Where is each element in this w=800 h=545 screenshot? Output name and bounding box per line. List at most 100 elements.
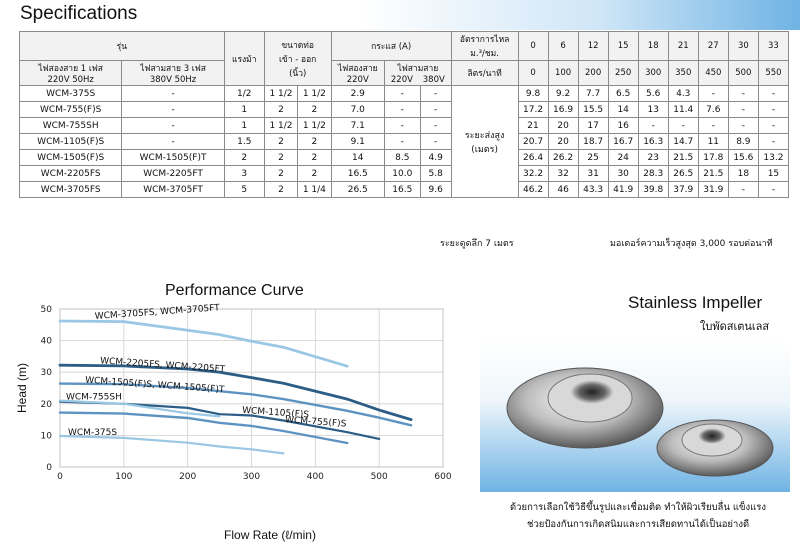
hp-cell: 1	[223, 101, 265, 118]
head-value-cell: 14	[607, 101, 639, 118]
head-value-cell: 6.5	[607, 85, 639, 102]
flow-lpm-cell: 250	[607, 60, 639, 86]
flow-lpm-cell: 450	[697, 60, 729, 86]
current-3wire-380-cell: -	[419, 117, 452, 134]
head-value-cell: 24	[607, 149, 639, 166]
model-single-phase-cell: WCM-755SH	[18, 117, 123, 134]
current-3wire-220-cell: -	[383, 101, 421, 118]
model-three-phase-cell: WCM-2205FT	[121, 165, 225, 182]
head-value-cell: 18.7	[577, 133, 609, 150]
head-value-cell: 9.2	[547, 85, 579, 102]
spec-row: WCM-3705FS WCM-3705FT 5 2 1 1/4 26.5 16.5 9.6 46…	[18, 181, 790, 198]
pipe-out-cell: 2	[297, 165, 332, 182]
current-3wire-220-cell: -	[383, 85, 421, 102]
flow-m3h-cell: 0	[517, 31, 549, 61]
series-line	[58, 434, 285, 455]
header-pipe-size-line2: เข้า - ออก	[279, 54, 317, 65]
current-2wire-cell: 7.0	[330, 101, 385, 118]
model-three-phase-cell: -	[121, 133, 225, 150]
pipe-out-cell: 2	[297, 101, 332, 118]
current-2wire-cell: 26.5	[330, 181, 385, 198]
header-lpm: ลิตร/นาที	[450, 60, 519, 86]
head-value-cell: -	[757, 85, 790, 102]
header-pipe-size: ขนาดท่อ เข้า - ออก (นิ้ว)	[263, 31, 332, 86]
current-3wire-220-cell: 8.5	[383, 149, 421, 166]
pipe-in-cell: 1 1/2	[263, 85, 299, 102]
x-tick-label: 300	[243, 472, 260, 482]
spec-row: WCM-2205FS WCM-2205FT 3 2 2 16.5 10.0 5.8 32.2 32…	[18, 165, 790, 182]
head-value-cell: 39.8	[637, 181, 669, 198]
header-pipe-size-line1: ขนาดท่อ	[281, 40, 314, 51]
y-tick-label: 50	[41, 305, 53, 315]
flow-m3h-cell: 12	[577, 31, 609, 61]
model-single-phase-cell: WCM-1105(F)S	[18, 133, 123, 150]
flow-lpm-cell: 500	[727, 60, 759, 86]
specifications-table: รุ่น แรงม้า ขนาดท่อ เข้า - ออก (นิ้ว) กร…	[18, 31, 790, 198]
y-tick-label: 0	[46, 463, 52, 473]
head-value-cell: 7.6	[697, 101, 729, 118]
header-flow-rate-line2: ม.³/ชม.	[470, 49, 499, 59]
hp-cell: 1	[223, 117, 265, 134]
flow-lpm-cell: 350	[667, 60, 699, 86]
header-three-phase-line2: 380V 50Hz	[149, 75, 197, 85]
y-tick-label: 30	[41, 368, 53, 378]
specifications-body: WCM-375S -1/2 1 1/2 1 1/2 2.9- - ระยะส่งสูง (เม…	[18, 85, 790, 198]
x-axis-label: Flow Rate (ℓ/min)	[224, 528, 316, 542]
header-flow-rate: อัตราการไหล ม.³/ชม.	[450, 31, 519, 61]
header-hp: แรงม้า	[223, 31, 265, 86]
hp-cell: 5	[223, 181, 265, 198]
current-3wire-380-cell: -	[419, 133, 452, 150]
series-label: WCM-375S	[68, 428, 117, 438]
head-value-cell: 21.5	[697, 165, 729, 182]
x-tick-label: 100	[115, 472, 132, 482]
header-current-2wire: ไฟสองสาย 220V	[330, 60, 385, 86]
header-current-3wire-label: ไฟสามสาย	[397, 64, 439, 74]
model-single-phase-cell: WCM-2205FS	[18, 165, 123, 182]
head-value-cell: 26.4	[517, 149, 549, 166]
head-value-cell: 15.6	[727, 149, 759, 166]
head-value-cell: 37.9	[667, 181, 699, 198]
head-value-cell: 32.2	[517, 165, 549, 182]
head-value-cell: 17	[577, 117, 609, 134]
head-value-cell: 16.7	[607, 133, 639, 150]
current-2wire-cell: 14	[330, 149, 385, 166]
pipe-in-cell: 2	[263, 101, 299, 118]
y-tick-label: 10	[41, 431, 53, 441]
head-value-cell: 46.2	[517, 181, 549, 198]
header-current-3wire-voltages: 220V 380V	[386, 75, 450, 85]
chart-title: Performance Curve	[165, 282, 304, 299]
current-3wire-380-cell: -	[419, 85, 452, 102]
head-value-cell: 8.9	[727, 133, 759, 150]
head-value-cell: 28.3	[637, 165, 669, 182]
head-value-cell: -	[727, 117, 759, 134]
spec-row: WCM-755SH -1 1 1/2 1 1/2 7.1- -21 20 17 16- - - - -	[18, 117, 790, 134]
head-value-cell: 18	[727, 165, 759, 182]
large-impeller-icon	[506, 367, 664, 449]
head-value-cell: 15.5	[577, 101, 609, 118]
hp-cell: 2	[223, 149, 265, 166]
model-single-phase-cell: WCM-1505(F)S	[18, 149, 123, 166]
head-value-cell: -	[697, 85, 729, 102]
x-tick-label: 0	[57, 472, 63, 482]
head-value-cell: -	[757, 181, 790, 198]
series-line	[58, 399, 221, 418]
flow-lpm-cell: 200	[577, 60, 609, 86]
x-tick-label: 600	[434, 472, 451, 482]
head-value-cell: 5.6	[637, 85, 669, 102]
hp-cell: 1.5	[223, 133, 265, 150]
x-tick-label: 400	[307, 472, 324, 482]
head-value-cell: 31.9	[697, 181, 729, 198]
model-three-phase-cell: WCM-1505(F)T	[121, 149, 225, 166]
hp-cell: 1/2	[223, 85, 265, 102]
impeller-subtitle: ใบพัดสเตนเลส	[700, 320, 770, 333]
current-3wire-220-cell: 10.0	[383, 165, 421, 182]
header-single-phase-line1: ไฟสองสาย 1 เฟส	[38, 64, 103, 74]
head-value-cell: 14.7	[667, 133, 699, 150]
model-single-phase-cell: WCM-375S	[18, 85, 123, 102]
current-3wire-380-cell: 4.9	[419, 149, 452, 166]
current-3wire-380-cell: -	[419, 101, 452, 118]
speed-note: มอเตอร์ความเร็วสูงสุด 3,000 รอบต่อนาที	[610, 239, 773, 249]
y-tick-label: 20	[41, 400, 53, 410]
series-line	[58, 363, 413, 421]
current-2wire-cell: 7.1	[330, 117, 385, 134]
